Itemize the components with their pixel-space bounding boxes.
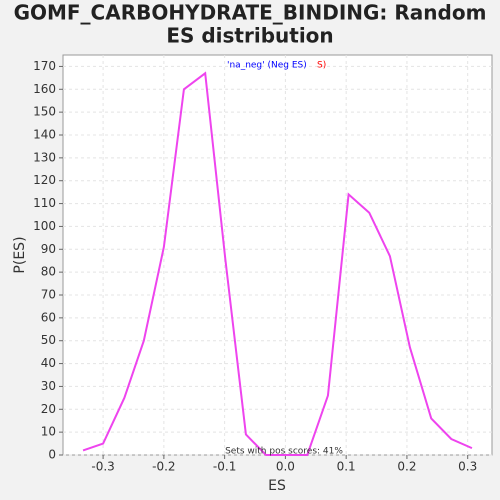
y-tick-label: 50: [41, 333, 56, 347]
x-tick-label: -0.1: [213, 460, 236, 474]
y-tick-label: 80: [41, 265, 56, 279]
y-tick-label: 160: [33, 82, 56, 96]
y-tick-label: 30: [41, 379, 56, 393]
y-tick-label: 70: [41, 288, 56, 302]
y-tick-label: 60: [41, 310, 56, 324]
annotation: Sets with pos scores: 41%: [225, 447, 343, 457]
x-tick-label: 0.1: [337, 460, 356, 474]
y-tick-label: 20: [41, 402, 56, 416]
y-tick-label: 110: [33, 196, 56, 210]
chart-title: ES distribution: [166, 24, 333, 48]
x-tick-label: 0.3: [458, 460, 477, 474]
x-tick-label: -0.2: [152, 460, 175, 474]
series-line: [82, 71, 473, 456]
x-tick-label: -0.3: [91, 460, 114, 474]
legend-label: 'na_neg' (Neg ES): [227, 61, 307, 71]
x-axis-label: ES: [268, 478, 286, 494]
y-tick-label: 130: [33, 150, 56, 164]
plot-area: [62, 54, 493, 456]
y-tick-label: 10: [41, 425, 56, 439]
y-tick-label: 100: [33, 219, 56, 233]
chart-title: GOMF_CARBOHYDRATE_BINDING: Random: [14, 1, 487, 25]
y-tick-label: 150: [33, 105, 56, 119]
y-tick-label: 120: [33, 173, 56, 187]
legend-label: S): [317, 61, 326, 71]
y-axis-label: P(ES): [12, 236, 28, 273]
y-tick-label: 0: [48, 448, 56, 462]
y-tick-label: 90: [41, 242, 56, 256]
y-tick-label: 140: [33, 128, 56, 142]
y-tick-label: 170: [33, 59, 56, 73]
x-tick-label: 0.2: [397, 460, 416, 474]
y-tick-label: 40: [41, 356, 56, 370]
x-tick-label: 0.0: [276, 460, 295, 474]
